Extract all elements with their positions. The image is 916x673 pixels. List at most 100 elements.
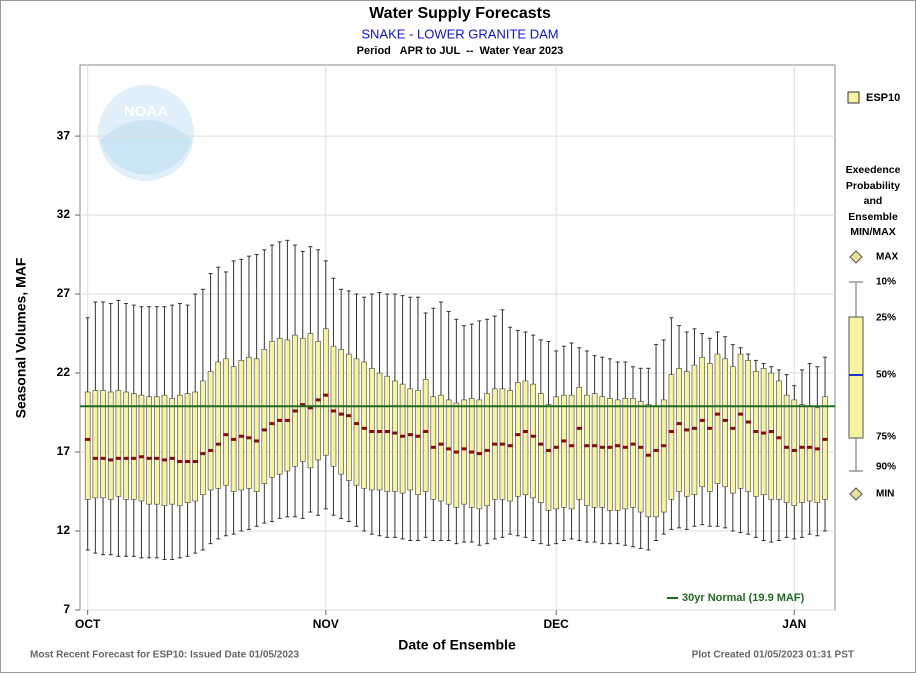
median (169, 456, 175, 460)
x-axis-title: Date of Ensemble (398, 637, 516, 653)
box (215, 361, 222, 489)
median (177, 460, 183, 464)
median (814, 447, 820, 451)
box (207, 371, 214, 491)
box (223, 358, 229, 486)
box (645, 404, 652, 518)
median (223, 433, 229, 437)
legend-min: MIN (876, 489, 894, 500)
median (400, 434, 406, 438)
box (115, 390, 122, 497)
box (384, 375, 391, 492)
box (776, 380, 782, 500)
box (822, 396, 828, 500)
box (745, 360, 752, 492)
box (200, 380, 206, 495)
box (261, 349, 268, 484)
median (476, 452, 482, 456)
plot-area (79, 64, 836, 611)
box (553, 396, 559, 510)
median (92, 456, 98, 460)
legend-max-icon (849, 250, 863, 264)
legend-pct: 50% (876, 370, 896, 381)
median (622, 445, 628, 449)
box (737, 353, 744, 489)
box (668, 374, 675, 500)
median (146, 456, 152, 460)
median (515, 433, 521, 437)
box (177, 394, 183, 507)
median (185, 460, 191, 464)
box (238, 360, 245, 491)
median (338, 412, 344, 416)
box (753, 371, 759, 497)
median (323, 393, 329, 397)
median (807, 445, 813, 449)
box (307, 333, 314, 469)
box (799, 404, 805, 503)
median (507, 444, 513, 448)
box (653, 405, 659, 518)
box (607, 398, 613, 511)
box (346, 353, 352, 481)
box (599, 396, 606, 508)
median (761, 431, 767, 435)
box (338, 349, 344, 475)
median (722, 418, 728, 422)
median (292, 409, 298, 413)
box (806, 405, 813, 502)
median (492, 442, 498, 446)
box (299, 337, 306, 462)
box (138, 394, 145, 502)
median (738, 412, 744, 416)
median (154, 456, 160, 460)
median (522, 429, 528, 433)
box (522, 380, 529, 495)
median (307, 406, 313, 410)
median (407, 433, 413, 437)
y-tick-label: 32 (57, 207, 71, 221)
box (161, 394, 168, 507)
median (691, 426, 697, 430)
legend-pct: 90% (876, 462, 896, 473)
box (322, 328, 329, 456)
footer-right: Plot Created 01/05/2023 01:31 PST (692, 650, 854, 661)
x-tick-label: JAN (782, 617, 806, 631)
median (684, 428, 690, 432)
x-tick-label: DEC (544, 617, 570, 631)
median (607, 445, 613, 449)
median (461, 447, 467, 451)
box (783, 394, 790, 503)
median (469, 450, 475, 454)
box (576, 386, 583, 500)
median (714, 412, 720, 416)
box (230, 366, 237, 492)
median (346, 414, 352, 418)
box (154, 396, 160, 505)
median (415, 434, 421, 438)
y-axis-title: Seasonal Volumes, MAF (13, 257, 29, 418)
median (392, 431, 398, 435)
box (630, 398, 636, 508)
legend-title: Ensemble (848, 211, 898, 223)
box (407, 388, 414, 491)
legend-pct: 10% (876, 277, 896, 288)
median (791, 448, 797, 452)
median (484, 448, 490, 452)
box (461, 399, 467, 505)
box (292, 334, 298, 467)
median (115, 456, 121, 460)
box (538, 393, 544, 503)
median (530, 434, 536, 438)
legend-swatch (847, 91, 860, 104)
median (776, 436, 782, 440)
median (730, 426, 736, 430)
footer-left: Most Recent Forecast for ESP10: Issued D… (30, 650, 299, 661)
x-tick-label: NOV (313, 617, 339, 631)
box (146, 396, 152, 505)
box (392, 380, 398, 492)
box (253, 358, 260, 492)
box (422, 379, 429, 492)
median (131, 456, 137, 460)
median (546, 448, 552, 452)
